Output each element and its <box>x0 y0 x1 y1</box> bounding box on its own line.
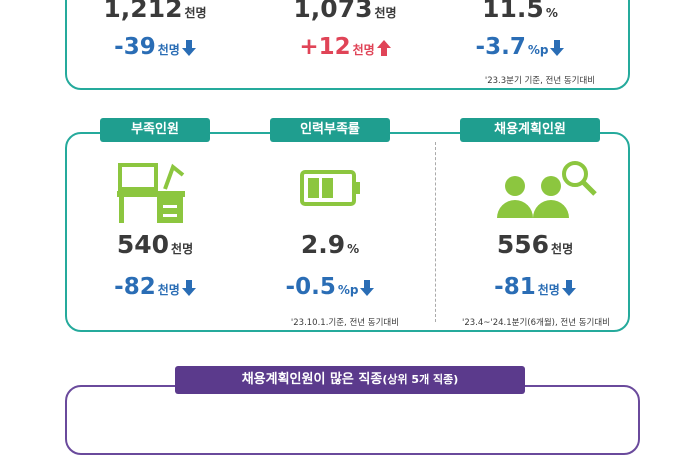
change-value: -0.5 <box>285 274 336 300</box>
banner: 채용계획인원이 많은 직종(상위 5개 직종) <box>175 366 525 394</box>
change: -39 천명 <box>70 34 240 60</box>
change-value: -82 <box>114 274 156 300</box>
unit: 천명 <box>537 283 560 297</box>
unit: 천명 <box>352 43 375 57</box>
bottom-panel <box>65 385 640 455</box>
note: '23.3분기 기준, 전년 동기대비 <box>484 76 596 86</box>
unit: 천명 <box>374 6 397 20</box>
unit: 천명 <box>551 242 574 256</box>
stat: 1,212 천명 <box>70 0 240 23</box>
unit: %p <box>527 43 549 57</box>
stat: 540 천명 <box>70 230 240 259</box>
value: 11.5 <box>482 0 544 23</box>
arrow-down <box>360 280 375 296</box>
battery-icon <box>300 170 360 206</box>
banner-title: 채용계획인원이 많은 직종 <box>241 372 383 387</box>
value: 556 <box>496 230 550 259</box>
unit: % <box>347 242 360 256</box>
banner-subtitle: (상위 5개 직종) <box>382 373 459 386</box>
change: -3.7 %p <box>435 34 605 60</box>
change: -82 천명 <box>70 274 240 300</box>
stat: 556 천명 <box>450 230 620 259</box>
arrow-down <box>550 40 565 56</box>
tab: 채용계획인원 <box>460 118 600 142</box>
divider <box>435 142 436 322</box>
page: 1,212 천명 1,073 천명 11.5% -39 천명 +12 천명 -3.7 %p… <box>65 0 640 455</box>
value: 2.9 <box>300 230 346 259</box>
stat: 1,073 천명 <box>260 0 430 23</box>
unit: 천명 <box>184 6 207 20</box>
change-value: -39 <box>114 34 156 60</box>
change: -0.5 %p <box>245 274 415 300</box>
value: 1,212 <box>103 0 183 23</box>
change-value: -81 <box>494 274 536 300</box>
top-panel <box>65 0 630 90</box>
tab: 인력부족률 <box>270 118 390 142</box>
unit: %p <box>337 283 359 297</box>
unit: 천명 <box>157 43 180 57</box>
arrow-up <box>376 40 391 56</box>
arrow-down <box>181 40 196 56</box>
people-icon <box>497 161 597 218</box>
change: -81 천명 <box>450 274 620 300</box>
note: '23.10.1.기준, 전년 동기대비 <box>290 318 400 328</box>
stat: 2.9% <box>245 230 415 259</box>
change-value: +12 <box>299 34 351 60</box>
value: 540 <box>116 230 170 259</box>
change: +12 천명 <box>260 34 430 60</box>
unit: 천명 <box>157 283 180 297</box>
arrow-down <box>561 280 576 296</box>
change-value: -3.7 <box>475 34 526 60</box>
arrow-down <box>181 280 196 296</box>
note: '23.4~'24.1분기(6개월), 전년 동기대비 <box>462 318 610 328</box>
unit: 천명 <box>171 242 194 256</box>
desk-icon <box>117 163 185 223</box>
value: 1,073 <box>293 0 373 23</box>
stat: 11.5% <box>435 0 605 23</box>
tab: 부족인원 <box>100 118 210 142</box>
unit: % <box>545 6 558 20</box>
